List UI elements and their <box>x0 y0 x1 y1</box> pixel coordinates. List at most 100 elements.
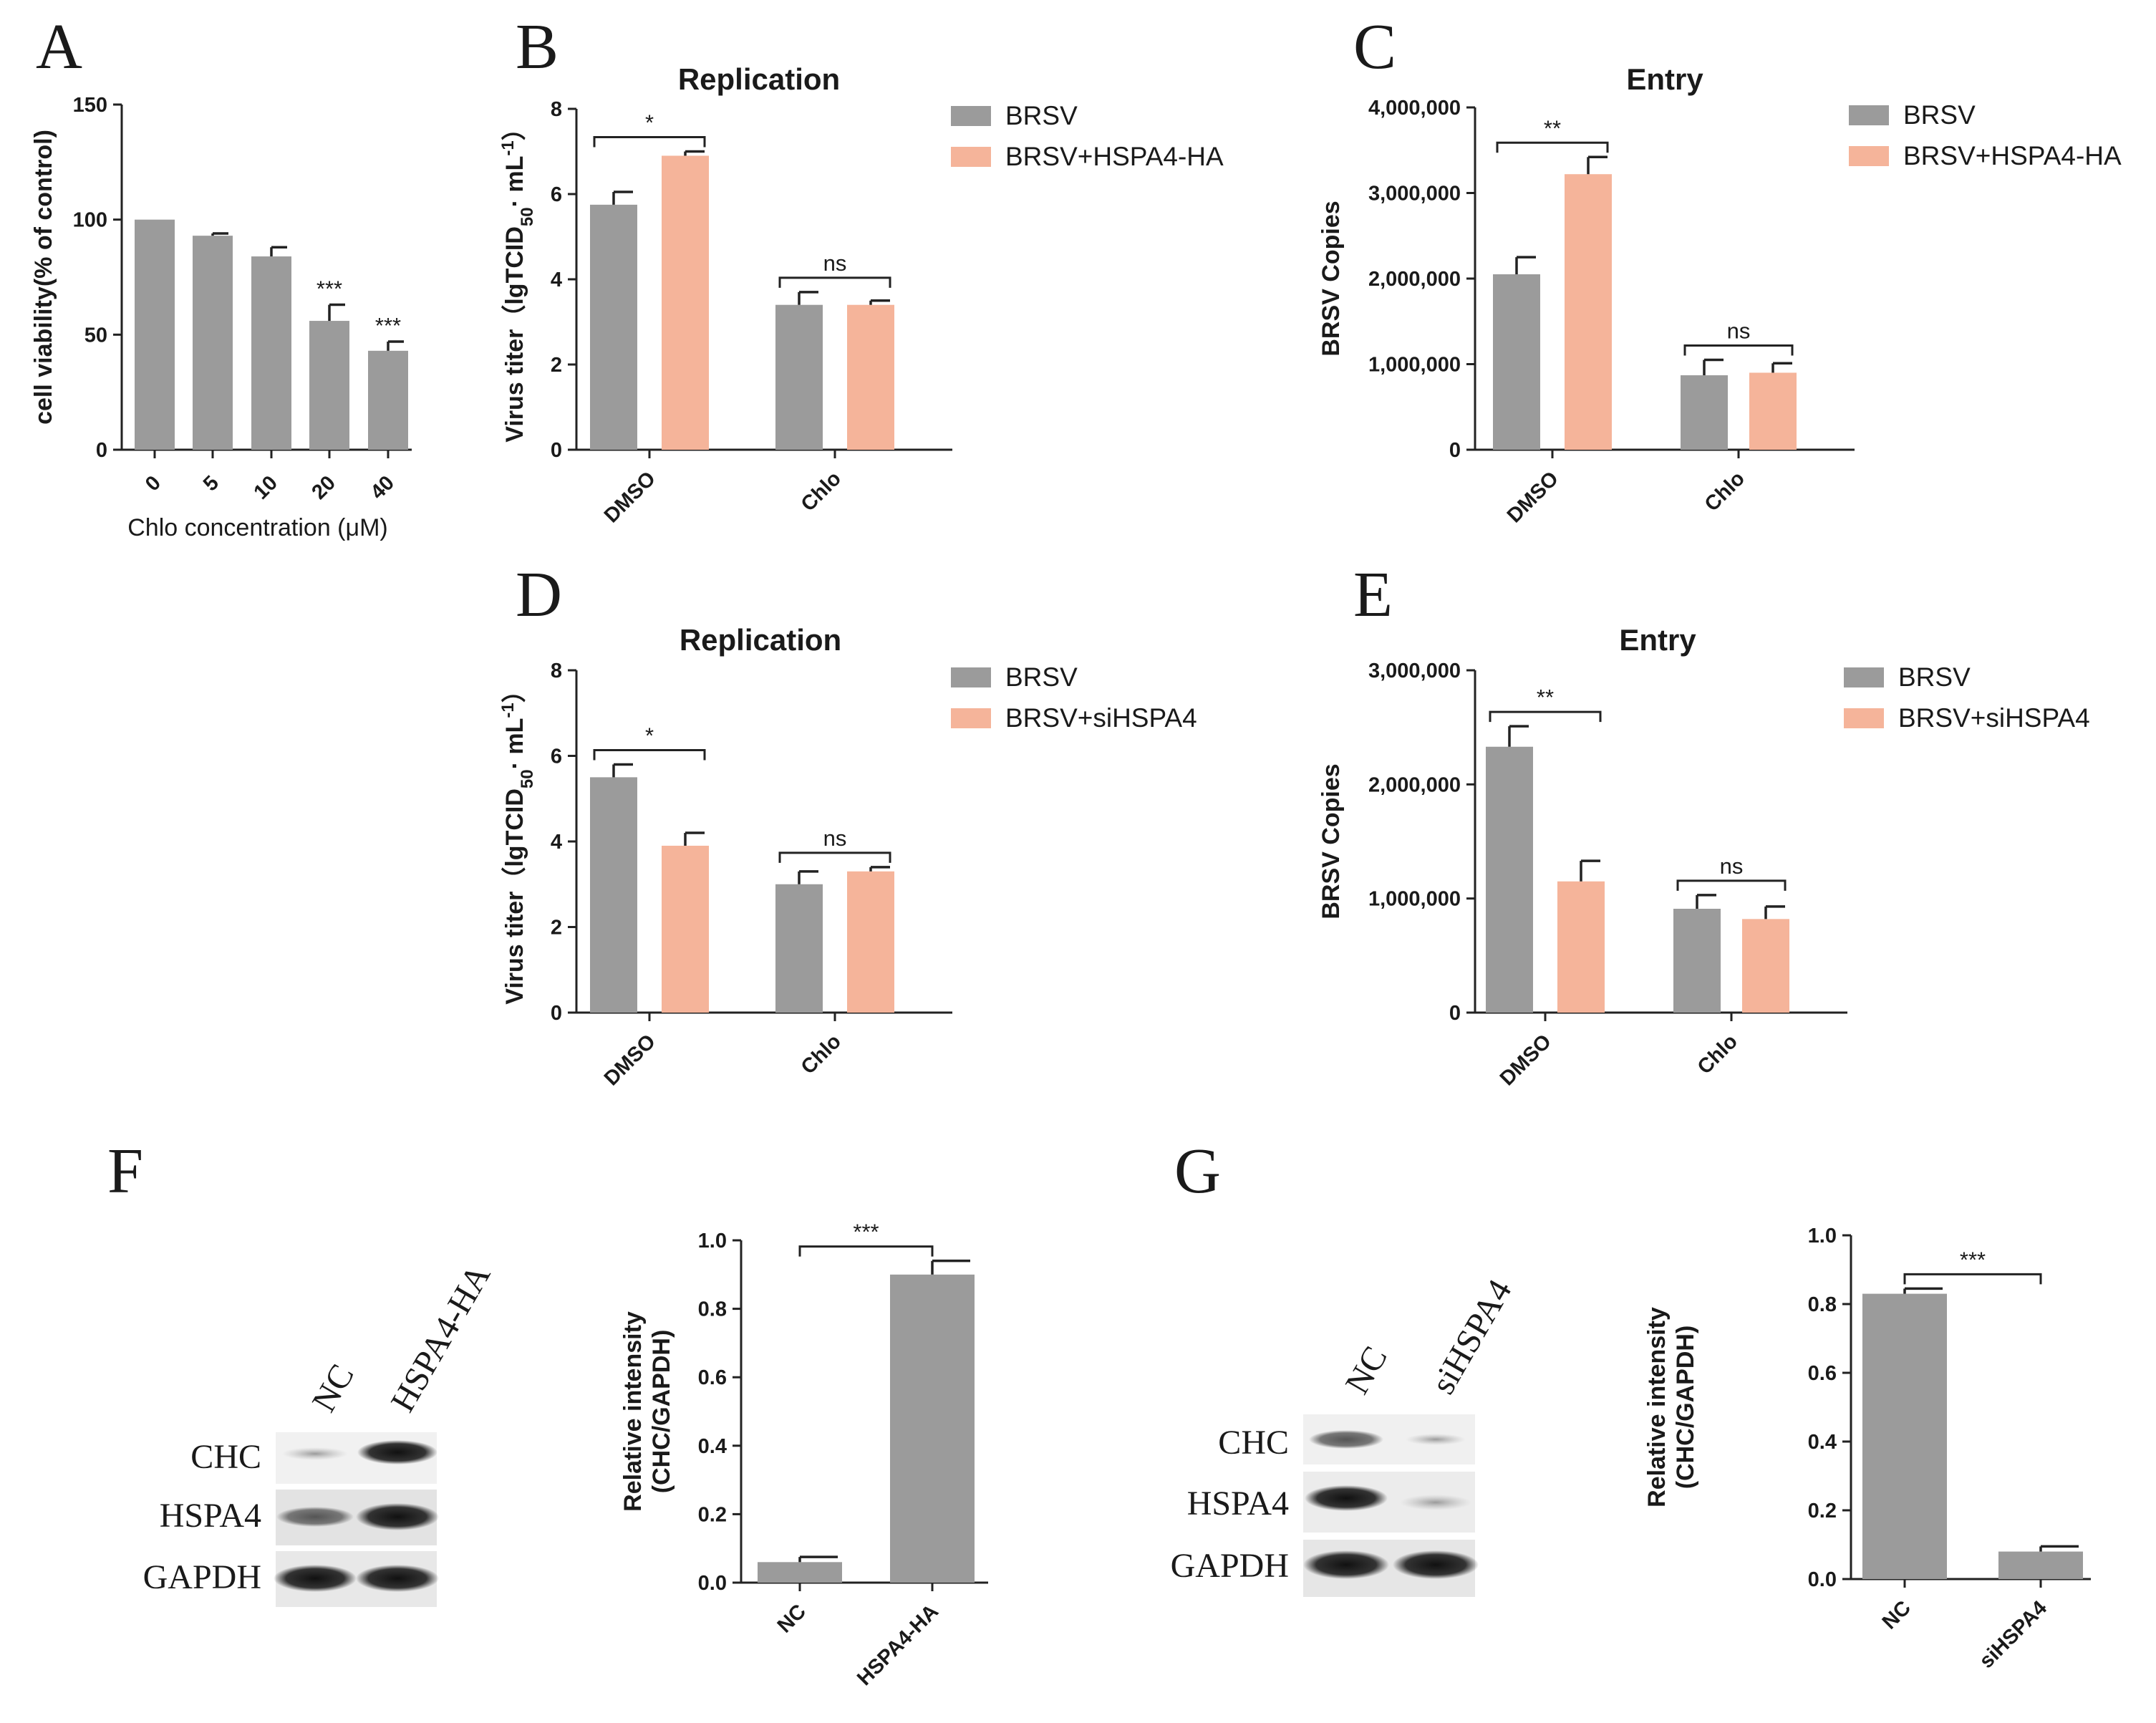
chart-e-xtick-label: Chlo <box>1693 1030 1742 1078</box>
chart-e-title: Entry <box>1619 623 1696 657</box>
chart-e-ylabel: BRSV Copies <box>1318 763 1345 919</box>
chart-e-xtick-label: DMSO <box>1496 1030 1556 1090</box>
chart-b: 0 2 4 6 8 Replication DMSO Chlo Virus titer（lgTC… <box>498 62 1224 527</box>
chart-d-bar <box>590 777 637 1013</box>
chart-d: 0 2 4 6 8 Replication DMSO Chlo Virus titer（lgTC… <box>498 623 1197 1090</box>
chart-g: 0.0 0.2 0.4 0.6 0.8 1.0 NC siHSPA4 Relative inte… <box>1643 1225 2091 1673</box>
chart-b-legend-label: BRSV <box>1005 101 1078 130</box>
chart-g-ytick-label: 0.8 <box>1808 1293 1837 1316</box>
chart-e-significance-label: ns <box>1720 854 1744 879</box>
chart-b-ylabel-part: 50 <box>518 207 537 226</box>
chart-a-xtick-label: 10 <box>250 471 282 503</box>
chart-a-bar <box>309 321 349 450</box>
chart-b-title: Replication <box>678 62 840 96</box>
western-blot-g: NC siHSPA4 CHC HSPA4 GAPDH <box>1171 1273 1519 1597</box>
chart-c-ytick-label: 1,000,000 <box>1368 354 1461 377</box>
chart-a-ytick-label: 0 <box>96 439 107 462</box>
chart-e-ytick-label: 1,000,000 <box>1368 888 1461 911</box>
chart-e-legend-label: BRSV <box>1898 662 1971 692</box>
blot-f-row-chc: CHC <box>190 1438 261 1476</box>
chart-c-xtick-label: DMSO <box>1503 467 1563 527</box>
chart-b-bar <box>662 155 709 450</box>
chart-b-ytick-label: 0 <box>551 439 562 462</box>
blot-f-lane-nc: NC <box>305 1358 362 1418</box>
chart-b-ylabel-part: -1 <box>498 140 518 155</box>
chart-b-legend-label: BRSV+HSPA4-HA <box>1005 142 1224 171</box>
chart-b-xtick-label: DMSO <box>600 467 660 527</box>
chart-e-bar <box>1673 909 1721 1013</box>
chart-a-bar <box>193 236 233 450</box>
chart-d-ytick-label: 0 <box>551 1002 562 1025</box>
blot-g-band-hspa4-nc <box>1305 1485 1388 1511</box>
chart-b-ylabel: Virus titer（lgTCID50· mL-1） <box>498 116 537 442</box>
chart-d-significance-bracket <box>593 748 706 761</box>
chart-b-ytick-label: 8 <box>551 98 562 121</box>
chart-c-ytick-label: 0 <box>1449 439 1461 462</box>
chart-f-xtick-label: NC <box>773 1600 811 1637</box>
chart-b-ytick-label: 6 <box>551 183 562 206</box>
panel-label-c: C <box>1353 11 1396 82</box>
chart-d-ylabel-part: -1 <box>498 703 518 718</box>
blot-f-band-chc-nc <box>282 1447 348 1460</box>
chart-g-ylabel-line: (CHC/GAPDH) <box>1672 1326 1699 1490</box>
chart-e-significance-bracket <box>1489 710 1602 723</box>
chart-a-xlabel: Chlo concentration (μM) <box>127 514 388 541</box>
chart-a-bar <box>251 256 291 450</box>
chart-b-significance-label: ns <box>823 251 847 276</box>
chart-e-legend-swatch <box>1844 667 1884 687</box>
chart-d-ytick-label: 6 <box>551 745 562 768</box>
blot-g-row-hspa4: HSPA4 <box>1187 1485 1289 1522</box>
blot-f-band-hspa4-nc <box>276 1507 354 1527</box>
panel-label-b: B <box>516 11 559 82</box>
chart-f-bar <box>890 1274 975 1583</box>
chart-a-significance: *** <box>316 276 342 301</box>
chart-c-legend-swatch <box>1849 146 1889 166</box>
chart-f: 0.0 0.2 0.4 0.6 0.8 1.0 NC HSPA4-HA Relative int… <box>619 1220 988 1690</box>
chart-e-ytick-label: 0 <box>1449 1002 1461 1025</box>
chart-b-bar <box>775 304 823 450</box>
chart-b-significance-bracket <box>593 136 706 148</box>
chart-e-ytick-label: 2,000,000 <box>1368 773 1461 796</box>
chart-f-xtick-label: HSPA4-HA <box>853 1600 943 1690</box>
chart-f-significance-label: *** <box>853 1220 879 1245</box>
chart-d-ylabel-part: · mL <box>501 718 528 770</box>
chart-c-legend-swatch <box>1849 105 1889 125</box>
chart-g-ytick-label: 0.4 <box>1808 1431 1837 1454</box>
chart-e-legend-swatch <box>1844 708 1884 728</box>
chart-d-ylabel-part: ） <box>501 678 528 703</box>
panel-label-a: A <box>36 11 82 82</box>
chart-d-significance-label: * <box>645 723 654 748</box>
chart-g-ytick-label: 0.2 <box>1808 1500 1837 1522</box>
chart-e-bar <box>1557 881 1605 1013</box>
chart-f-bar <box>758 1562 842 1583</box>
chart-f-ytick-label: 0.2 <box>698 1503 727 1526</box>
chart-g-ytick-label: 0.6 <box>1808 1362 1837 1385</box>
chart-g-bar <box>1862 1293 1947 1579</box>
chart-d-legend-label: BRSV <box>1005 662 1078 692</box>
chart-c-ylabel: BRSV Copies <box>1318 201 1345 356</box>
chart-e-ytick-label: 3,000,000 <box>1368 660 1461 682</box>
blot-f-band-hspa4-hspa4-ha <box>356 1503 439 1530</box>
chart-g-bar <box>1998 1551 2083 1579</box>
chart-b-xtick-label: Chlo <box>797 467 846 516</box>
chart-b-ylabel-part: · mL <box>501 156 528 208</box>
chart-d-xtick-label: DMSO <box>600 1030 660 1090</box>
chart-c-bar <box>1749 372 1797 450</box>
chart-b-ylabel-part: Virus titer（lgTCID <box>501 226 528 443</box>
chart-a-xtick-label: 5 <box>199 471 223 496</box>
chart-g-significance-label: *** <box>1960 1247 1986 1272</box>
chart-d-legend-swatch <box>951 667 991 687</box>
chart-c-bar <box>1681 375 1728 450</box>
chart-d-significance-bracket <box>778 851 891 863</box>
chart-c-significance-label: ns <box>1727 319 1751 344</box>
chart-c-ytick-label: 4,000,000 <box>1368 97 1461 120</box>
chart-e-significance-label: ** <box>1537 685 1554 710</box>
blot-g-lane-sihspa4: siHSPA4 <box>1424 1273 1519 1400</box>
chart-d-bar <box>775 884 823 1013</box>
chart-c-significance-bracket <box>1496 141 1609 153</box>
blot-f-band-chc-hspa4-ha <box>357 1440 438 1464</box>
chart-d-bar <box>662 845 709 1013</box>
chart-f-ylabel-line: (CHC/GAPDH) <box>648 1330 675 1494</box>
blot-g-band-chc-sihspa4 <box>1406 1434 1466 1445</box>
